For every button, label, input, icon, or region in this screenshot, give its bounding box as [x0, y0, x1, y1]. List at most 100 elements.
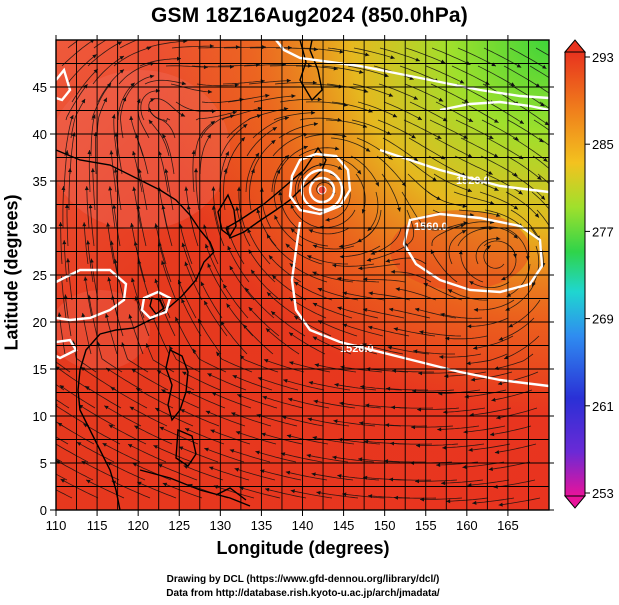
streamline — [272, 133, 308, 157]
streamline — [503, 335, 540, 360]
streamline — [293, 281, 333, 301]
streamline-arrow — [472, 500, 477, 505]
streamline-arrow — [519, 120, 524, 124]
streamline — [338, 227, 376, 248]
streamline — [451, 65, 490, 86]
streamline-arrow — [57, 422, 63, 427]
streamline-arrow — [508, 323, 514, 328]
streamline — [200, 114, 235, 139]
streamline — [93, 40, 107, 49]
streamline-arrow — [162, 134, 167, 139]
streamline — [403, 209, 415, 248]
streamline-arrow — [211, 205, 216, 210]
streamline — [64, 294, 72, 337]
streamline-arrow — [204, 300, 208, 306]
streamline-arrow — [516, 63, 522, 68]
streamline — [477, 65, 516, 87]
streamline-arrow — [178, 223, 183, 229]
streamline — [534, 83, 549, 94]
streamline — [242, 324, 274, 355]
streamline-arrow — [49, 339, 53, 343]
streamline — [158, 297, 176, 337]
streamline-arrow — [389, 477, 394, 482]
streamline — [177, 279, 197, 319]
streamline — [457, 47, 497, 67]
streamline-arrow — [207, 373, 212, 377]
streamline — [535, 47, 549, 56]
streamline-arrow — [137, 168, 142, 174]
streamline-arrow — [159, 426, 165, 431]
streamline-arrow — [26, 441, 31, 445]
streamline-arrow — [360, 384, 365, 389]
streamline-arrow — [291, 94, 296, 99]
streamline — [88, 294, 98, 337]
streamline-arrow — [337, 306, 342, 311]
streamline — [444, 371, 487, 377]
streamline — [297, 164, 324, 192]
streamline-arrow — [175, 316, 179, 322]
streamline-arrow — [225, 151, 229, 156]
streamline — [64, 114, 74, 157]
streamline-arrow — [359, 70, 364, 74]
streamline-arrow — [339, 254, 344, 259]
streamline-arrow — [109, 150, 114, 155]
streamline-arrow — [447, 289, 453, 294]
streamline-arrow — [496, 415, 501, 420]
streamline — [483, 245, 505, 269]
streamline-arrow — [363, 277, 368, 282]
streamline — [123, 75, 155, 103]
streamline — [199, 133, 212, 175]
streamline-arrow — [363, 89, 369, 93]
streamline-arrow — [384, 73, 389, 78]
streamline-arrow — [251, 168, 255, 174]
streamline-arrow — [312, 271, 317, 276]
streamline-arrow — [290, 204, 295, 209]
streamline-arrow — [282, 415, 287, 420]
streamline — [395, 288, 437, 301]
streamline — [467, 317, 509, 327]
streamline — [277, 145, 309, 175]
streamline — [312, 436, 355, 445]
streamline-arrow — [113, 259, 118, 264]
streamline — [384, 424, 427, 427]
streamline — [283, 379, 325, 391]
streamline-arrow — [61, 186, 66, 191]
streamline — [56, 384, 65, 391]
streamline — [65, 83, 88, 121]
colorbar: 293 285 277 269 261 253 — [563, 39, 614, 509]
streamline — [489, 425, 532, 436]
streamline — [279, 191, 298, 229]
streamline — [182, 242, 198, 283]
colorbar-scale — [564, 51, 586, 497]
streamline-arrow — [272, 275, 277, 280]
streamline — [505, 281, 536, 311]
streamline — [420, 497, 463, 500]
streamline — [138, 259, 151, 301]
y-tick-label: 10 — [33, 409, 47, 424]
streamline-arrow — [494, 450, 500, 454]
streamline-arrow — [384, 459, 389, 464]
y-tick-label: 35 — [33, 174, 47, 189]
x-axis-label: Longitude (degrees) — [216, 538, 390, 558]
streamline — [339, 402, 382, 409]
streamline-arrow — [210, 121, 215, 125]
streamline-arrow — [416, 443, 420, 448]
streamline — [87, 41, 123, 67]
streamline-arrow — [283, 379, 288, 383]
streamline — [460, 250, 484, 283]
streamline — [89, 204, 95, 247]
streamline — [56, 489, 73, 499]
streamline-arrow — [306, 453, 311, 458]
streamline-arrow — [265, 328, 271, 333]
streamline-arrow — [489, 135, 494, 139]
streamline-arrow — [271, 311, 276, 316]
streamline — [467, 479, 510, 486]
streamline — [536, 209, 549, 227]
streamline-arrow — [284, 116, 289, 121]
streamline-arrow — [265, 93, 270, 98]
streamline-arrow — [67, 168, 72, 173]
streamline-arrow — [290, 228, 296, 233]
grid — [56, 40, 549, 510]
streamline — [59, 384, 96, 409]
streamline — [159, 426, 199, 445]
